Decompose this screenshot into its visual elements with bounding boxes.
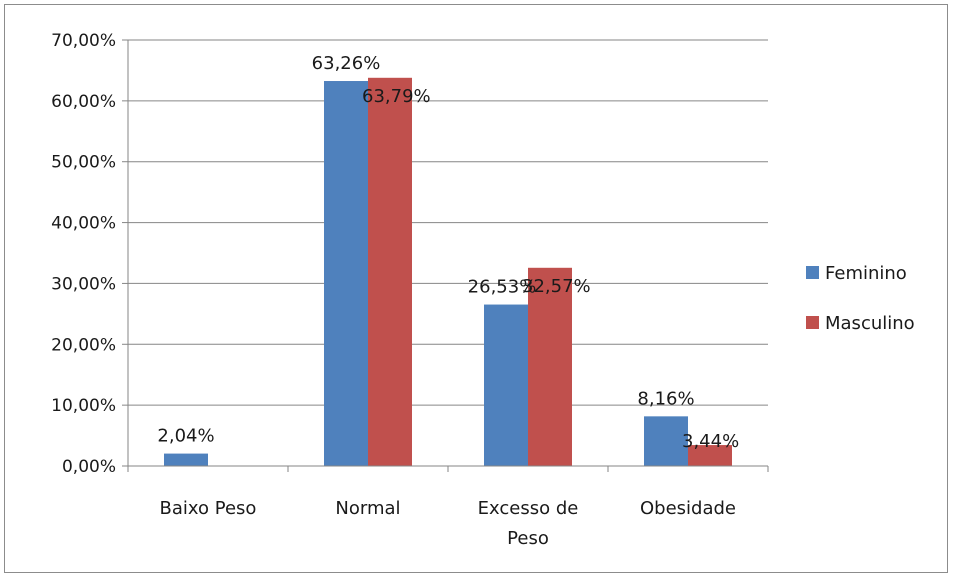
legend-label-feminino: Feminino xyxy=(825,263,907,284)
y-tick-label: 40,00% xyxy=(51,214,116,234)
y-tick-label: 10,00% xyxy=(51,396,116,416)
bar-feminino-3 xyxy=(644,416,688,466)
x-category-label: Obesidade xyxy=(640,498,736,519)
bar-masculino-3 xyxy=(688,445,732,466)
data-label-masculino-3: 3,44% xyxy=(682,431,739,452)
bars xyxy=(164,77,732,467)
x-axis-categories: Baixo Peso Normal Excesso de Peso Obesidade xyxy=(160,498,736,549)
data-label-feminino-0: 2,04% xyxy=(157,426,214,447)
legend-swatch-feminino xyxy=(806,266,819,279)
x-category-label: Excesso de xyxy=(478,498,579,519)
x-category-label: Baixo Peso xyxy=(160,498,257,519)
chart-frame xyxy=(4,4,948,573)
bar-masculino-2 xyxy=(528,267,572,466)
bar-feminino-1 xyxy=(324,81,368,467)
y-tick-label: 50,00% xyxy=(51,153,116,173)
bar-feminino-0 xyxy=(164,453,208,466)
x-category-label: Peso xyxy=(507,528,549,549)
gridlines xyxy=(128,39,768,406)
legend-swatch-masculino xyxy=(806,316,819,329)
y-tick-label: 30,00% xyxy=(51,274,116,294)
legend-label-masculino: Masculino xyxy=(825,313,915,334)
data-label-feminino-1: 63,26% xyxy=(312,53,381,74)
data-labels: 2,04% 63,26% 63,79% 26,53%32,57% 8,16% 3,44% xyxy=(157,53,739,452)
y-tick-label: 60,00% xyxy=(51,92,116,112)
y-axis-ticks: 0,00% 10,00% 20,00% 30,00% 40,00% 50,00% 60,00… xyxy=(51,31,128,477)
data-label-masculino-2: 32,57% xyxy=(522,276,591,297)
data-label-feminino-2: 26,53% xyxy=(468,277,537,298)
y-tick-label: 70,00% xyxy=(51,31,116,51)
x-category-label: Normal xyxy=(335,498,400,519)
bar-masculino-1 xyxy=(368,77,412,466)
legend: Feminino Masculino xyxy=(806,263,915,334)
axes xyxy=(127,40,769,472)
data-label-feminino-3: 8,16% xyxy=(637,388,694,409)
y-tick-label: 0,00% xyxy=(62,457,116,477)
data-label-masculino-1: 63,79% xyxy=(362,86,431,107)
y-tick-label: 20,00% xyxy=(51,335,116,355)
bar-feminino-2 xyxy=(484,304,528,466)
